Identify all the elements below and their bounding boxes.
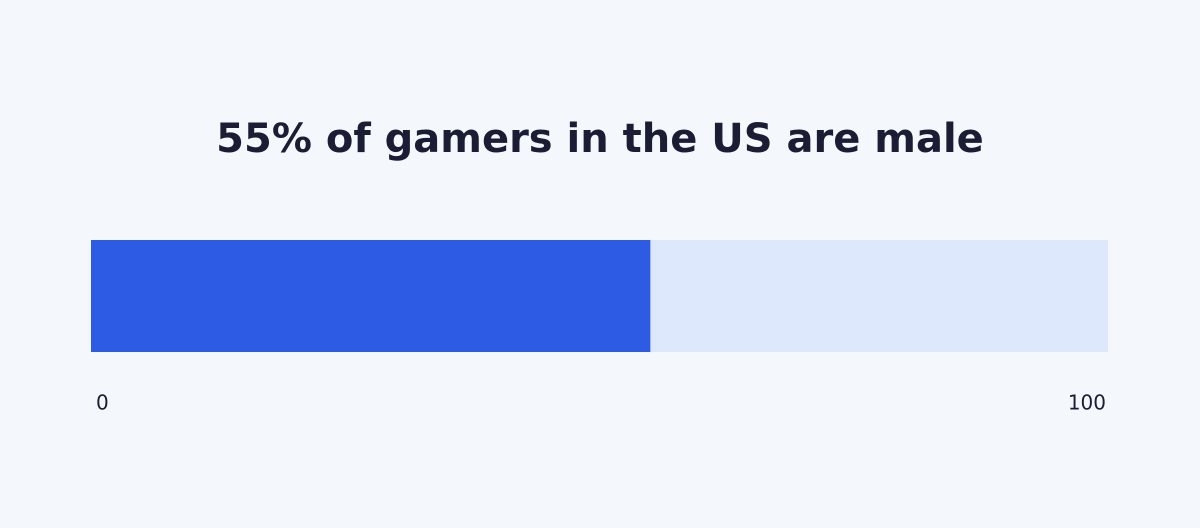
bar bbox=[91, 240, 651, 352]
x-tick-label: 100 bbox=[1068, 391, 1106, 415]
chart-title: 55% of gamers in the US are male bbox=[216, 116, 984, 162]
x-tick-label: 0 bbox=[96, 391, 109, 415]
